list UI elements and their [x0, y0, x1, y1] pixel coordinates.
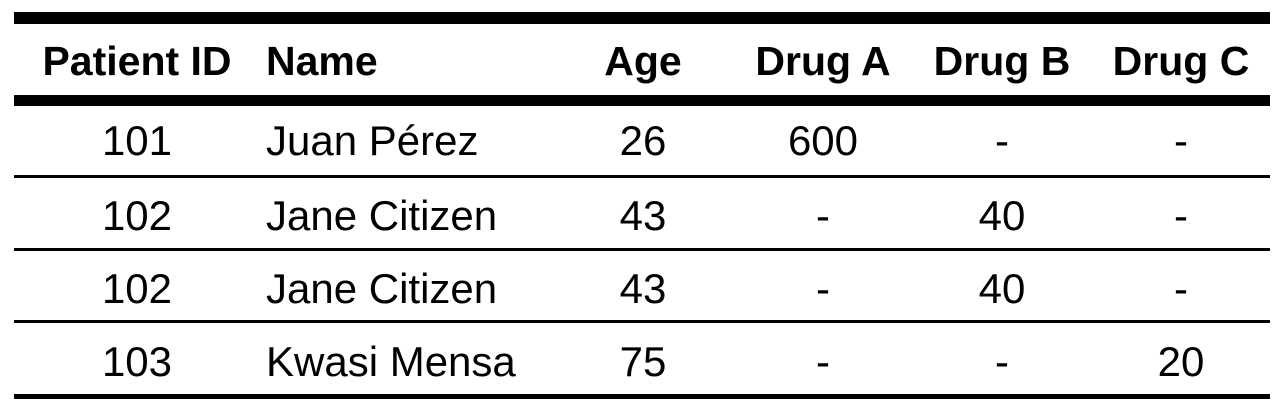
cell-drug-b: - [995, 117, 1009, 164]
cell-drug-a: - [816, 338, 830, 385]
table-top-rule [14, 12, 1270, 24]
header-name: Name [266, 38, 378, 84]
cell-patient-id: 101 [101, 117, 173, 164]
cell-name: Juan Pérez [266, 117, 479, 164]
cell-drug-a: - [816, 265, 830, 312]
cell-patient-id: 103 [101, 338, 173, 385]
header-patient-id: Patient ID [42, 38, 232, 84]
cell-age: 43 [619, 265, 667, 312]
cell-patient-id: 102 [101, 265, 173, 312]
cell-age: 75 [619, 338, 667, 385]
cell-drug-c: - [1174, 192, 1188, 239]
cell-drug-b: - [995, 338, 1009, 385]
header-drug-b: Drug B [933, 38, 1071, 84]
table-bottom-rule [14, 394, 1270, 399]
cell-name: Jane Citizen [266, 265, 498, 312]
header-rule [14, 95, 1270, 106]
row-divider [14, 175, 1270, 178]
cell-age: 26 [619, 117, 667, 164]
cell-name: Jane Citizen [266, 192, 498, 239]
header-drug-c: Drug C [1112, 38, 1250, 84]
cell-drug-c: - [1174, 117, 1188, 164]
cell-age: 43 [619, 192, 667, 239]
cell-drug-a: - [816, 192, 830, 239]
row-divider [14, 320, 1270, 323]
cell-drug-c: - [1174, 265, 1188, 312]
header-drug-a: Drug A [755, 38, 891, 84]
cell-name: Kwasi Mensa [266, 338, 516, 385]
cell-drug-c: 20 [1157, 338, 1205, 385]
cell-drug-a: 600 [787, 117, 859, 164]
cell-drug-b: 40 [978, 265, 1026, 312]
cell-drug-b: 40 [978, 192, 1026, 239]
cell-patient-id: 102 [101, 192, 173, 239]
header-age: Age [604, 38, 682, 84]
row-divider [14, 248, 1270, 251]
